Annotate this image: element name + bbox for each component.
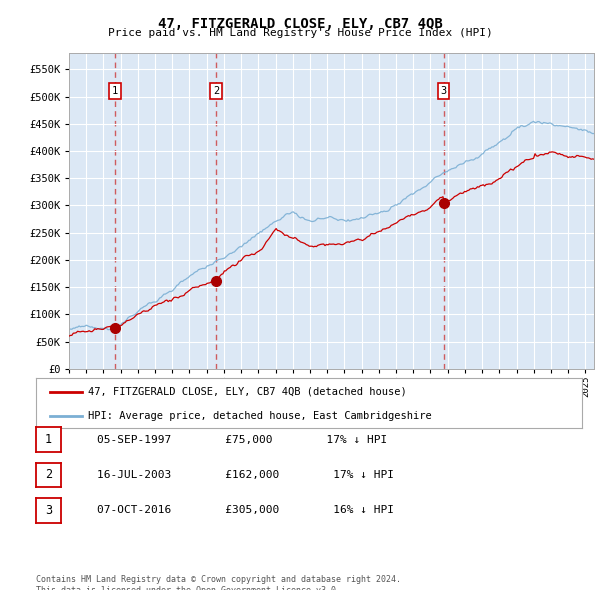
Text: 3: 3 <box>45 504 52 517</box>
Text: 47, FITZGERALD CLOSE, ELY, CB7 4QB: 47, FITZGERALD CLOSE, ELY, CB7 4QB <box>158 17 442 31</box>
Text: Price paid vs. HM Land Registry's House Price Index (HPI): Price paid vs. HM Land Registry's House … <box>107 28 493 38</box>
Text: Contains HM Land Registry data © Crown copyright and database right 2024.
This d: Contains HM Land Registry data © Crown c… <box>36 575 401 590</box>
Text: 16-JUL-2003        £162,000        17% ↓ HPI: 16-JUL-2003 £162,000 17% ↓ HPI <box>70 470 394 480</box>
Text: HPI: Average price, detached house, East Cambridgeshire: HPI: Average price, detached house, East… <box>88 411 431 421</box>
Text: 2: 2 <box>45 468 52 481</box>
Text: 1: 1 <box>45 433 52 446</box>
Text: 1: 1 <box>112 86 118 96</box>
Text: 3: 3 <box>440 86 447 96</box>
Text: 2: 2 <box>213 86 219 96</box>
Text: 05-SEP-1997        £75,000        17% ↓ HPI: 05-SEP-1997 £75,000 17% ↓ HPI <box>70 435 388 444</box>
Text: 07-OCT-2016        £305,000        16% ↓ HPI: 07-OCT-2016 £305,000 16% ↓ HPI <box>70 506 394 515</box>
Text: 47, FITZGERALD CLOSE, ELY, CB7 4QB (detached house): 47, FITZGERALD CLOSE, ELY, CB7 4QB (deta… <box>88 386 407 396</box>
